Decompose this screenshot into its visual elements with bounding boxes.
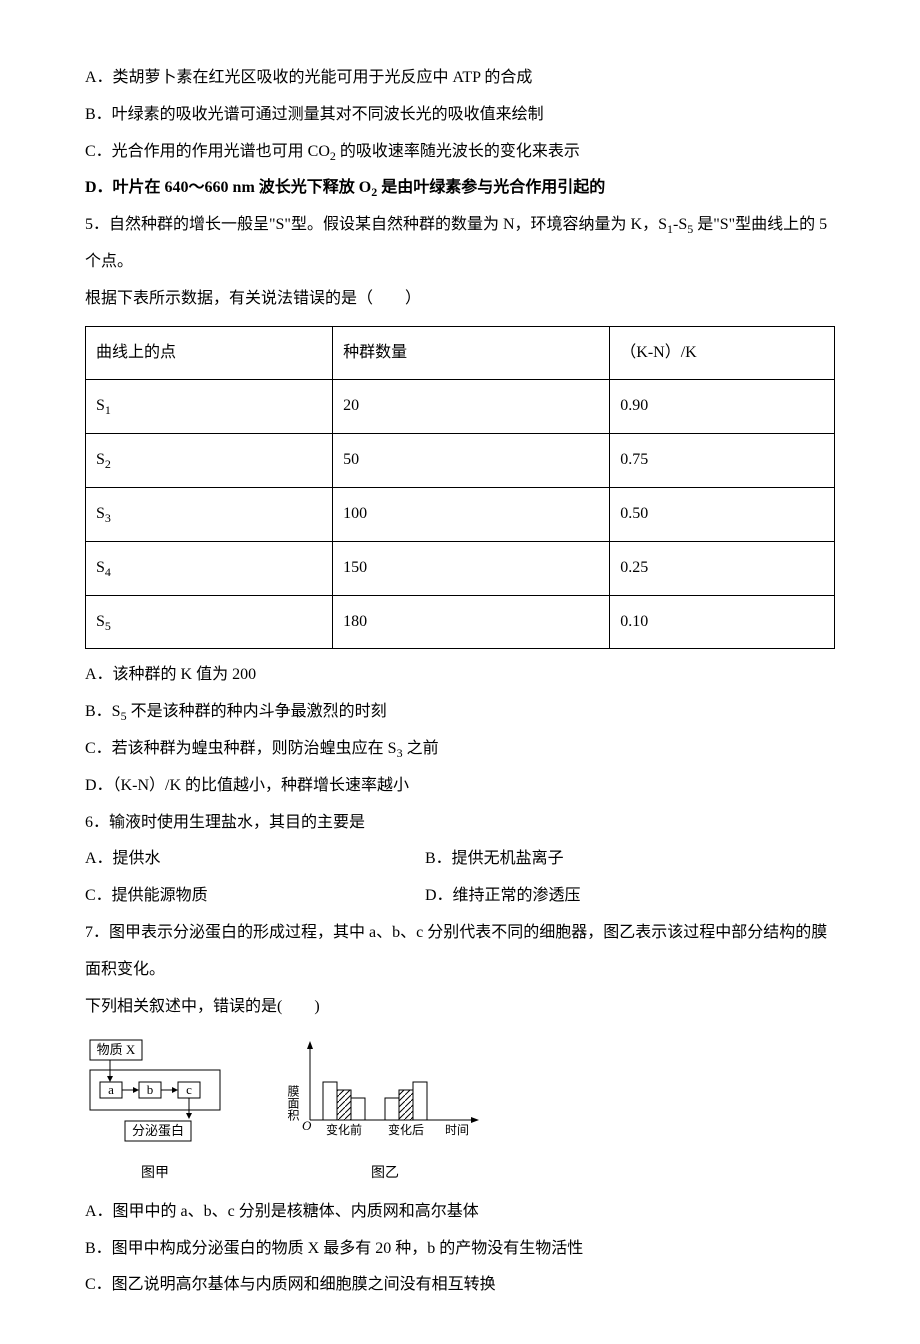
table-row: S3 100 0.50 [86, 487, 835, 541]
table-cell: 20 [333, 380, 610, 434]
table-cell: 0.90 [610, 380, 835, 434]
s-sub: 2 [105, 457, 111, 471]
table-header-2: 种群数量 [333, 326, 610, 380]
q5-stem-mid: -S [673, 216, 687, 233]
table-cell: 50 [333, 434, 610, 488]
table-header-1: 曲线上的点 [86, 326, 333, 380]
q5-stem-line2: 根据下表所示数据，有关说法错误的是（ ） [85, 281, 835, 318]
q4-d-suffix: 是由叶绿素参与光合作用引起的 [377, 179, 605, 196]
label-b: b [147, 1082, 154, 1097]
diagram-yi: 膜面积 O 变化前 变化后 时间 图乙 [285, 1035, 485, 1183]
q5-c-suffix: 之前 [403, 740, 439, 757]
label-top: 物质 X [97, 1042, 136, 1057]
q6-option-b: B．提供无机盐离子 [425, 841, 835, 878]
label-a: a [108, 1082, 114, 1097]
label-c: c [186, 1082, 192, 1097]
s-sub: 1 [105, 404, 111, 418]
xlabel-before: 变化前 [326, 1122, 362, 1137]
table-cell: 0.75 [610, 434, 835, 488]
q4-option-a: A．类胡萝卜素在红光区吸收的光能可用于光反应中 ATP 的合成 [85, 60, 835, 97]
diagram-jia-svg: 物质 X a b c 分泌蛋白 [85, 1035, 225, 1145]
diagram-yi-svg: 膜面积 O 变化前 变化后 时间 [285, 1035, 485, 1145]
q7-stem-line2: 下列相关叙述中，错误的是( ) [85, 989, 835, 1026]
q6-option-a: A．提供水 [85, 841, 425, 878]
q5-b-prefix: B．S [85, 703, 121, 720]
table-header-3: （K-N）/K [610, 326, 835, 380]
table-row: S2 50 0.75 [86, 434, 835, 488]
q6-option-d: D．维持正常的渗透压 [425, 878, 835, 915]
q5-stem-line1: 5．自然种群的增长一般呈"S"型。假设某自然种群的数量为 N，环境容纳量为 K，… [85, 207, 835, 281]
q5-table: 曲线上的点 种群数量 （K-N）/K S1 20 0.90 S2 50 0.75… [85, 326, 835, 650]
origin-label: O [302, 1118, 312, 1133]
table-header-row: 曲线上的点 种群数量 （K-N）/K [86, 326, 835, 380]
xlabel-time: 时间 [445, 1123, 469, 1137]
q7-option-c: C．图乙说明高尔基体与内质网和细胞膜之间没有相互转换 [85, 1267, 835, 1304]
q5-b-suffix: 不是该种群的种内斗争最激烈的时刻 [127, 703, 387, 720]
table-row: S4 150 0.25 [86, 541, 835, 595]
q7-option-b: B．图甲中构成分泌蛋白的物质 X 最多有 20 种，b 的产物没有生物活性 [85, 1231, 835, 1268]
q6-stem: 6．输液时使用生理盐水，其目的主要是 [85, 805, 835, 842]
diagram-yi-caption: 图乙 [285, 1164, 485, 1184]
q5-option-d: D．（K-N）/K 的比值越小，种群增长速率越小 [85, 768, 835, 805]
q4-c-suffix: 的吸收速率随光波长的变化来表示 [336, 143, 580, 160]
q7-option-a: A．图甲中的 a、b、c 分别是核糖体、内质网和高尔基体 [85, 1194, 835, 1231]
table-cell: 0.10 [610, 595, 835, 649]
s-sub: 3 [105, 511, 111, 525]
ylabel: 膜面积 [286, 1085, 300, 1122]
q5-option-c: C．若该种群为蝗虫种群，则防治蝗虫应在 S3 之前 [85, 731, 835, 768]
table-cell: S5 [86, 595, 333, 649]
table-row: S5 180 0.10 [86, 595, 835, 649]
s-sub: 5 [105, 619, 111, 633]
q4-d-prefix: D．叶片在 640～660 nm 波长光下释放 O [85, 179, 371, 196]
label-bottom: 分泌蛋白 [132, 1123, 184, 1138]
table-cell: S1 [86, 380, 333, 434]
table-cell: 180 [333, 595, 610, 649]
table-cell: 100 [333, 487, 610, 541]
xlabel-after: 变化后 [388, 1122, 424, 1137]
q4-option-d: D．叶片在 640～660 nm 波长光下释放 O2 是由叶绿素参与光合作用引起… [85, 170, 835, 207]
q4-option-b: B．叶绿素的吸收光谱可通过测量其对不同波长光的吸收值来绘制 [85, 97, 835, 134]
q5-option-a: A．该种群的 K 值为 200 [85, 657, 835, 694]
s-sub: 4 [105, 565, 111, 579]
q4-option-c: C．光合作用的作用光谱也可用 CO2 的吸收速率随光波长的变化来表示 [85, 134, 835, 171]
diagram-jia-caption: 图甲 [85, 1164, 225, 1184]
q7-diagrams: 物质 X a b c 分泌蛋白 图甲 [85, 1035, 835, 1183]
table-cell: 0.50 [610, 487, 835, 541]
q5-option-b: B．S5 不是该种群的种内斗争最激烈的时刻 [85, 694, 835, 731]
table-cell: S2 [86, 434, 333, 488]
table-cell: S4 [86, 541, 333, 595]
diagram-jia: 物质 X a b c 分泌蛋白 图甲 [85, 1035, 225, 1183]
q4-c-prefix: C．光合作用的作用光谱也可用 CO [85, 143, 330, 160]
table-cell: S3 [86, 487, 333, 541]
q7-stem-line1: 7．图甲表示分泌蛋白的形成过程，其中 a、b、c 分别代表不同的细胞器，图乙表示… [85, 915, 835, 989]
q5-stem-prefix: 5．自然种群的增长一般呈"S"型。假设某自然种群的数量为 N，环境容纳量为 K，… [85, 216, 667, 233]
table-row: S1 20 0.90 [86, 380, 835, 434]
table-cell: 150 [333, 541, 610, 595]
table-cell: 0.25 [610, 541, 835, 595]
q5-c-prefix: C．若该种群为蝗虫种群，则防治蝗虫应在 S [85, 740, 397, 757]
q6-option-c: C．提供能源物质 [85, 878, 425, 915]
